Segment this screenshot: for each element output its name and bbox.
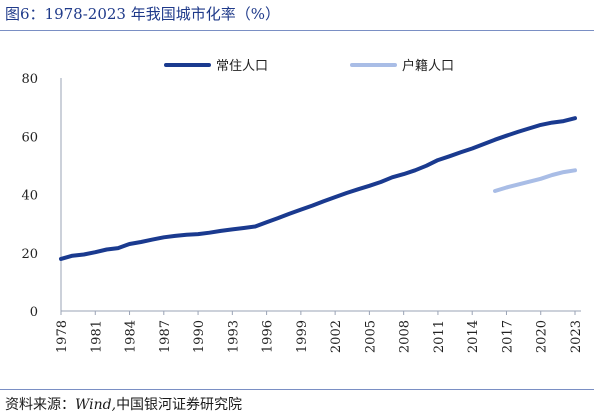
- x-tick-label: 1996: [261, 320, 276, 353]
- y-tick-label: 80: [21, 72, 38, 87]
- x-tick-label: 2002: [329, 320, 344, 353]
- chart-title: 图6：1978-2023 年我国城市化率（%）: [5, 5, 280, 23]
- source-note: 资料来源：Wind,中国银河证券研究院: [5, 394, 242, 414]
- source-wind: Wind,: [75, 397, 117, 413]
- x-tick-label: 2017: [500, 320, 515, 353]
- x-tick-label: 1981: [89, 320, 104, 353]
- x-tick-label: 2014: [466, 320, 481, 353]
- source-org: 中国银河证券研究院: [116, 397, 243, 413]
- legend-label: 常住人口: [216, 59, 268, 74]
- y-tick-label: 60: [21, 130, 38, 145]
- x-tick-label: 1987: [158, 320, 173, 353]
- legend-label: 户籍人口: [402, 58, 454, 74]
- x-tick-label: 2011: [432, 320, 447, 353]
- x-tick-label: 2008: [398, 320, 413, 353]
- legend: 常住人口 户籍人口: [164, 58, 454, 74]
- source-label: 资料来源：: [5, 397, 75, 413]
- y-tick-label: 0: [30, 305, 38, 320]
- source-divider: [0, 389, 594, 390]
- x-tick-label: 1990: [192, 320, 207, 353]
- y-tick-label: 20: [21, 247, 38, 262]
- x-tick-label: 2023: [569, 320, 584, 353]
- x-tick-label: 2020: [535, 320, 550, 353]
- title-divider: [0, 30, 594, 31]
- y-axis-ticks: 0 20 40 60 80: [21, 72, 38, 320]
- x-tick-label: 2005: [363, 320, 378, 353]
- x-tick-label: 1993: [226, 320, 241, 353]
- x-tick-label: 1984: [124, 320, 139, 353]
- x-tick-label: 1999: [295, 320, 310, 353]
- x-tick-label: 1978: [55, 320, 70, 353]
- series-lines: [59, 116, 577, 261]
- series-line: [493, 168, 577, 193]
- series-line: [59, 116, 577, 261]
- y-tick-label: 40: [21, 189, 38, 204]
- x-axis-ticks: 1978 1981 1984 1987 1990 1993 1996 1999 2002 2005…: [55, 311, 584, 353]
